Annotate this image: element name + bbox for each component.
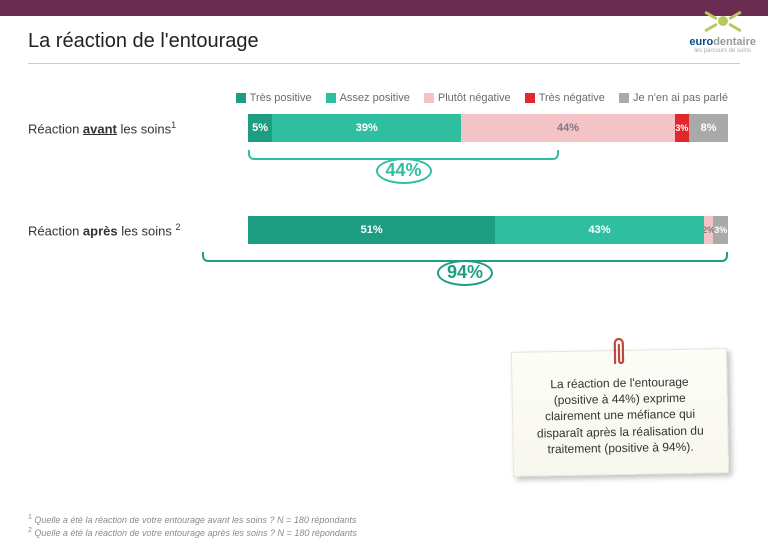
bar-segment: 43% <box>495 216 703 244</box>
legend-item: Plutôt négative <box>424 92 511 104</box>
logo-star-icon <box>704 6 742 36</box>
chart-row: Réaction après les soins 251%43%2%3% <box>28 216 728 244</box>
footnotes: 1 Quelle a été la réaction de votre ento… <box>28 513 357 540</box>
bar-segment: 39% <box>272 114 461 142</box>
bracket-callout: 94% <box>28 252 728 288</box>
bracket-label: 94% <box>447 262 483 283</box>
legend-swatch <box>525 93 535 103</box>
legend-swatch <box>236 93 246 103</box>
row-label: Réaction après les soins 2 <box>28 222 248 238</box>
logo-wordmark: eurodentaire <box>689 36 756 48</box>
insight-note: La réaction de l'entourage (positive à 4… <box>511 348 729 477</box>
legend-label: Plutôt négative <box>438 92 511 104</box>
legend-swatch <box>619 93 629 103</box>
legend: Très positive Assez positive Plutôt négati… <box>0 64 768 114</box>
bar-segment: 51% <box>248 216 495 244</box>
row-label: Réaction avant les soins1 <box>28 120 248 136</box>
footnote: 1 Quelle a été la réaction de votre ento… <box>28 513 357 527</box>
bar-segment: 3% <box>675 114 690 142</box>
legend-label: Très positive <box>250 92 312 104</box>
legend-swatch <box>326 93 336 103</box>
chart-area: Réaction avant les soins15%39%44%3%8%44%… <box>0 114 768 288</box>
header: La réaction de l'entourage <box>0 16 768 59</box>
paperclip-icon <box>610 333 629 373</box>
bar-segment: 2% <box>704 216 714 244</box>
legend-swatch <box>424 93 434 103</box>
footnote: 2 Quelle a été la réaction de votre ento… <box>28 526 357 540</box>
bar-segment: 3% <box>713 216 728 244</box>
legend-label: Je n'en ai pas parlé <box>633 92 728 104</box>
bracket-label: 44% <box>386 160 422 181</box>
legend-item: Assez positive <box>326 92 410 104</box>
insight-text: La réaction de l'entourage (positive à 4… <box>528 373 711 457</box>
stacked-bar: 51%43%2%3% <box>248 216 728 244</box>
bar-segment: 5% <box>248 114 272 142</box>
brand-logo: eurodentaire les parcours de soins <box>689 6 756 54</box>
bar-segment: 8% <box>689 114 728 142</box>
legend-item: Je n'en ai pas parlé <box>619 92 728 104</box>
bar-segment: 44% <box>461 114 674 142</box>
legend-label: Très négative <box>539 92 605 104</box>
legend-item: Très positive <box>236 92 312 104</box>
page-title: La réaction de l'entourage <box>28 30 259 53</box>
logo-tagline: les parcours de soins <box>689 48 756 54</box>
bracket-callout: 44% <box>28 150 728 186</box>
top-accent-bar <box>0 0 768 16</box>
legend-item: Très négative <box>525 92 605 104</box>
chart-row: Réaction avant les soins15%39%44%3%8% <box>28 114 728 142</box>
legend-label: Assez positive <box>340 92 410 104</box>
stacked-bar: 5%39%44%3%8% <box>248 114 728 142</box>
